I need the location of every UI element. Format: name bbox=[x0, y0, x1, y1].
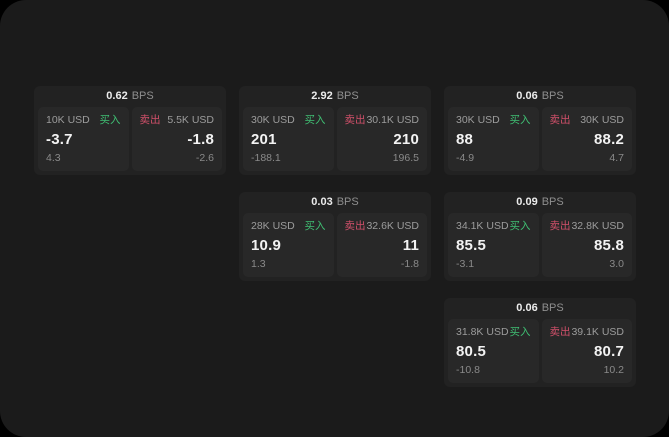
spread-header: 0.03 BPS bbox=[239, 192, 431, 213]
sell-price: 88.2 bbox=[594, 130, 624, 148]
sell-sub-value: 4.7 bbox=[609, 152, 624, 164]
spread-header: 0.06 BPS bbox=[444, 86, 636, 107]
sell-sub-value: -1.8 bbox=[400, 258, 419, 270]
quote-body: 10K USD 买入 -3.7 4.3 卖出 5.5K USD -1.8 -2.… bbox=[34, 107, 226, 175]
sell-amount: 5.5K USD bbox=[167, 114, 214, 126]
sell-tile[interactable]: 卖出 5.5K USD -1.8 -2.6 bbox=[131, 107, 222, 171]
sell-price: 80.7 bbox=[594, 342, 624, 360]
buy-price: 80.5 bbox=[456, 342, 486, 360]
buy-tile[interactable]: 30K USD 买入 201 -188.1 bbox=[243, 107, 334, 171]
buy-sub-value: -4.9 bbox=[456, 152, 475, 164]
spread-bps-unit: BPS bbox=[541, 196, 564, 208]
sell-sub-value: -2.6 bbox=[195, 152, 214, 164]
buy-side-label: 买入 bbox=[509, 326, 531, 338]
sell-price: 85.8 bbox=[594, 236, 624, 254]
buy-amount: 28K USD bbox=[251, 220, 295, 232]
buy-sub-value: 4.3 bbox=[46, 152, 61, 164]
buy-side-label: 买入 bbox=[509, 114, 531, 126]
spread-header: 0.06 BPS bbox=[444, 298, 636, 319]
buy-side-label: 买入 bbox=[509, 220, 531, 232]
sell-price: 11 bbox=[402, 236, 419, 254]
sell-sub-value: 196.5 bbox=[392, 152, 419, 164]
buy-tile[interactable]: 10K USD 买入 -3.7 4.3 bbox=[38, 107, 129, 171]
buy-tile[interactable]: 30K USD 买入 88 -4.9 bbox=[448, 107, 539, 171]
buy-sub-value: -10.8 bbox=[456, 364, 480, 376]
sell-side-label: 卖出 bbox=[344, 220, 366, 232]
spread-bps-value: 0.06 bbox=[516, 90, 538, 102]
buy-tile[interactable]: 28K USD 买入 10.9 1.3 bbox=[243, 213, 334, 277]
sell-price: -1.8 bbox=[187, 130, 214, 148]
sell-amount: 39.1K USD bbox=[571, 326, 624, 338]
quote-cards-grid: 0.62 BPS 10K USD 买入 -3.7 4.3 卖出 5.5K USD bbox=[34, 86, 636, 387]
buy-price: -3.7 bbox=[46, 130, 73, 148]
sell-price: 210 bbox=[393, 130, 419, 148]
spread-bps-value: 0.03 bbox=[311, 196, 333, 208]
sell-tile[interactable]: 卖出 32.8K USD 85.8 3.0 bbox=[541, 213, 632, 277]
buy-sub-value: -188.1 bbox=[251, 152, 281, 164]
spread-header: 2.92 BPS bbox=[239, 86, 431, 107]
buy-price: 201 bbox=[251, 130, 277, 148]
sell-tile[interactable]: 卖出 39.1K USD 80.7 10.2 bbox=[541, 319, 632, 383]
buy-amount: 30K USD bbox=[456, 114, 500, 126]
quote-card: 0.06 BPS 31.8K USD 买入 80.5 -10.8 卖出 39.1… bbox=[444, 298, 636, 387]
quote-body: 31.8K USD 买入 80.5 -10.8 卖出 39.1K USD 80.… bbox=[444, 319, 636, 387]
buy-price: 88 bbox=[456, 130, 474, 148]
quote-card: 0.62 BPS 10K USD 买入 -3.7 4.3 卖出 5.5K USD bbox=[34, 86, 226, 175]
buy-sub-value: 1.3 bbox=[251, 258, 266, 270]
buy-price: 10.9 bbox=[251, 236, 281, 254]
quote-body: 34.1K USD 买入 85.5 -3.1 卖出 32.8K USD 85.8… bbox=[444, 213, 636, 281]
spread-bps-value: 0.62 bbox=[106, 90, 128, 102]
quote-card: 0.03 BPS 28K USD 买入 10.9 1.3 卖出 32.6K US… bbox=[239, 192, 431, 281]
buy-side-label: 买入 bbox=[99, 114, 121, 126]
quote-body: 30K USD 买入 201 -188.1 卖出 30.1K USD 210 1… bbox=[239, 107, 431, 175]
spread-bps-unit: BPS bbox=[336, 90, 359, 102]
buy-tile[interactable]: 31.8K USD 买入 80.5 -10.8 bbox=[448, 319, 539, 383]
spread-header: 0.62 BPS bbox=[34, 86, 226, 107]
buy-amount: 10K USD bbox=[46, 114, 90, 126]
sell-tile[interactable]: 卖出 30.1K USD 210 196.5 bbox=[336, 107, 427, 171]
spread-bps-value: 0.09 bbox=[516, 196, 538, 208]
sell-amount: 32.8K USD bbox=[571, 220, 624, 232]
spread-bps-value: 0.06 bbox=[516, 302, 538, 314]
buy-sub-value: -3.1 bbox=[456, 258, 475, 270]
spread-header: 0.09 BPS bbox=[444, 192, 636, 213]
quote-body: 28K USD 买入 10.9 1.3 卖出 32.6K USD 11 -1.8 bbox=[239, 213, 431, 281]
sell-side-label: 卖出 bbox=[549, 220, 571, 232]
quote-card: 0.06 BPS 30K USD 买入 88 -4.9 卖出 30K USD bbox=[444, 86, 636, 175]
sell-amount: 32.6K USD bbox=[366, 220, 419, 232]
quote-card: 2.92 BPS 30K USD 买入 201 -188.1 卖出 30.1K … bbox=[239, 86, 431, 175]
spread-bps-value: 2.92 bbox=[311, 90, 333, 102]
sell-side-label: 卖出 bbox=[549, 114, 571, 126]
buy-price: 85.5 bbox=[456, 236, 486, 254]
buy-amount: 34.1K USD bbox=[456, 220, 509, 232]
quote-body: 30K USD 买入 88 -4.9 卖出 30K USD 88.2 4.7 bbox=[444, 107, 636, 175]
sell-side-label: 卖出 bbox=[139, 114, 161, 126]
sell-side-label: 卖出 bbox=[344, 114, 366, 126]
sell-amount: 30.1K USD bbox=[366, 114, 419, 126]
quote-card: 0.09 BPS 34.1K USD 买入 85.5 -3.1 卖出 32.8K… bbox=[444, 192, 636, 281]
buy-side-label: 买入 bbox=[304, 220, 326, 232]
spread-bps-unit: BPS bbox=[541, 90, 564, 102]
buy-tile[interactable]: 34.1K USD 买入 85.5 -3.1 bbox=[448, 213, 539, 277]
sell-sub-value: 3.0 bbox=[609, 258, 624, 270]
sell-tile[interactable]: 卖出 32.6K USD 11 -1.8 bbox=[336, 213, 427, 277]
spread-bps-unit: BPS bbox=[336, 196, 359, 208]
buy-side-label: 买入 bbox=[304, 114, 326, 126]
buy-amount: 30K USD bbox=[251, 114, 295, 126]
sell-side-label: 卖出 bbox=[549, 326, 571, 338]
sell-tile[interactable]: 卖出 30K USD 88.2 4.7 bbox=[541, 107, 632, 171]
spread-bps-unit: BPS bbox=[541, 302, 564, 314]
buy-amount: 31.8K USD bbox=[456, 326, 509, 338]
spread-bps-unit: BPS bbox=[131, 90, 154, 102]
sell-amount: 30K USD bbox=[580, 114, 624, 126]
sell-sub-value: 10.2 bbox=[603, 364, 624, 376]
